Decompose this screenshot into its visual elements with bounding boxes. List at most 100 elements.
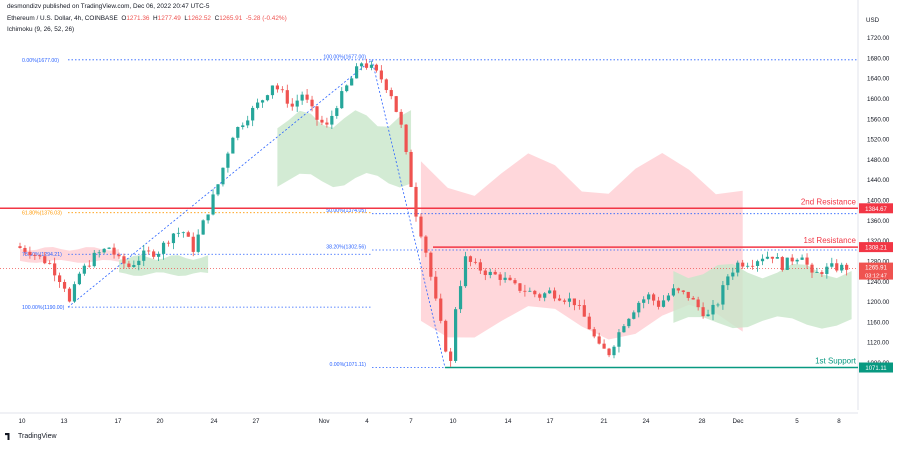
candle-body xyxy=(582,305,586,317)
candle-body xyxy=(627,318,631,327)
price-tick-label: 1640.00 xyxy=(867,76,890,83)
candle-body xyxy=(439,298,443,321)
candle-body xyxy=(206,214,210,221)
candle-body xyxy=(67,288,72,302)
candle-body xyxy=(364,63,369,68)
candle-body xyxy=(260,100,265,103)
candle-body xyxy=(647,294,651,300)
candle-body xyxy=(835,263,839,271)
candle-body xyxy=(567,298,572,302)
candle-body xyxy=(409,151,413,187)
candle-body xyxy=(315,106,319,120)
candle-body xyxy=(666,295,671,301)
price-tick-label: 1720.00 xyxy=(867,35,890,42)
candle-body xyxy=(468,256,473,262)
price-tick-label: 1360.00 xyxy=(867,218,890,225)
price-tick-label: 1120.00 xyxy=(867,340,889,347)
candle-body xyxy=(335,108,339,116)
current-price-label: 1265.91 xyxy=(865,266,887,272)
candle-body xyxy=(147,250,151,252)
indicator-name[interactable]: Ichimoku (9, 26, 52, 26) xyxy=(7,26,75,33)
candle-body xyxy=(236,127,240,138)
candle-body xyxy=(246,120,250,126)
publisher-text: desmondizv published on TradingView.com,… xyxy=(7,3,210,10)
candle-body xyxy=(533,290,537,295)
candle-body xyxy=(102,248,106,253)
time-axis: 10 13 17 20 24 27 Nov 4 7 10 14 17 21 24 28 Dec 5 8 xyxy=(19,418,842,425)
support-resistance-lines: 2nd Resistance 1st Resistance 1st Support xyxy=(0,197,858,369)
candle-body xyxy=(463,256,468,287)
tradingview-logo-icon xyxy=(5,433,10,440)
candle-body xyxy=(310,99,314,107)
candle-body xyxy=(92,252,96,267)
candle-body xyxy=(721,285,725,305)
candle-body xyxy=(592,329,596,337)
candle-body xyxy=(746,265,750,267)
candle-body xyxy=(23,247,27,252)
candle-body xyxy=(543,293,547,298)
candle-body xyxy=(211,194,215,215)
candle-body xyxy=(780,257,784,270)
candle-body xyxy=(414,186,418,217)
indicator-line[interactable]: Ichimoku (9, 26, 52, 26) xyxy=(7,26,74,33)
candle-body xyxy=(325,122,329,125)
time-tick-label: 27 xyxy=(253,418,260,425)
candle-body xyxy=(231,137,235,154)
candle-body xyxy=(454,309,458,361)
candle-body xyxy=(572,298,576,306)
candle-body xyxy=(77,273,81,285)
price-tick-label: 1160.00 xyxy=(867,319,889,326)
close-value: 1265.91 xyxy=(219,15,243,22)
current-price-label-bg xyxy=(859,262,893,280)
level-name-label: 1st Resistance xyxy=(804,236,857,245)
candle-body xyxy=(577,305,581,306)
candle-body xyxy=(587,316,591,330)
price-tick-label: 1200.00 xyxy=(867,299,890,306)
price-tick-label: 1560.00 xyxy=(867,116,890,123)
open-value: 1271.36 xyxy=(126,15,150,22)
candle-body xyxy=(157,253,161,257)
candle-body xyxy=(691,297,695,300)
candle-body xyxy=(97,252,101,254)
high-label: H xyxy=(153,15,158,22)
ichimoku-cloud-segment xyxy=(119,255,209,277)
candle-body xyxy=(374,64,378,71)
high-value: 1277.49 xyxy=(157,15,181,22)
candle-body xyxy=(72,284,77,302)
candle-body xyxy=(765,256,770,259)
candle-body xyxy=(394,96,398,112)
tradingview-logo[interactable]: TradingView xyxy=(5,433,57,440)
symbol-line: Ethereum / U.S. Dollar, 4h, COINBASE O12… xyxy=(7,15,287,22)
candle-body xyxy=(171,233,176,244)
candle-body xyxy=(300,94,304,101)
candle-body xyxy=(369,64,374,68)
candle-body xyxy=(775,257,779,259)
candle-body xyxy=(62,282,67,289)
candle-body xyxy=(18,246,22,248)
candle-body xyxy=(241,125,245,128)
candle-body xyxy=(107,247,111,249)
level-price-label: 1071.11 xyxy=(865,366,887,372)
candle-body xyxy=(800,257,804,260)
candle-body xyxy=(384,79,388,91)
symbol-name: Ethereum / U.S. Dollar, 4h, COINBASE xyxy=(7,15,118,22)
candle-body xyxy=(518,283,522,291)
time-tick-label: 4 xyxy=(365,418,369,425)
candle-body xyxy=(760,258,765,262)
candle-body xyxy=(127,263,131,267)
low-label: L xyxy=(184,15,188,22)
candle-body xyxy=(196,234,200,252)
candle-body xyxy=(473,261,477,263)
candle-body xyxy=(122,256,126,264)
time-tick-label: 20 xyxy=(157,418,164,425)
candle-body xyxy=(444,320,448,352)
candle-body xyxy=(830,263,834,267)
candle-body xyxy=(617,332,621,347)
candle-body xyxy=(751,265,755,267)
candle-body xyxy=(815,272,819,273)
grid xyxy=(0,0,859,414)
candle-body xyxy=(191,236,195,252)
price-tick-label: 1320.00 xyxy=(867,238,890,245)
